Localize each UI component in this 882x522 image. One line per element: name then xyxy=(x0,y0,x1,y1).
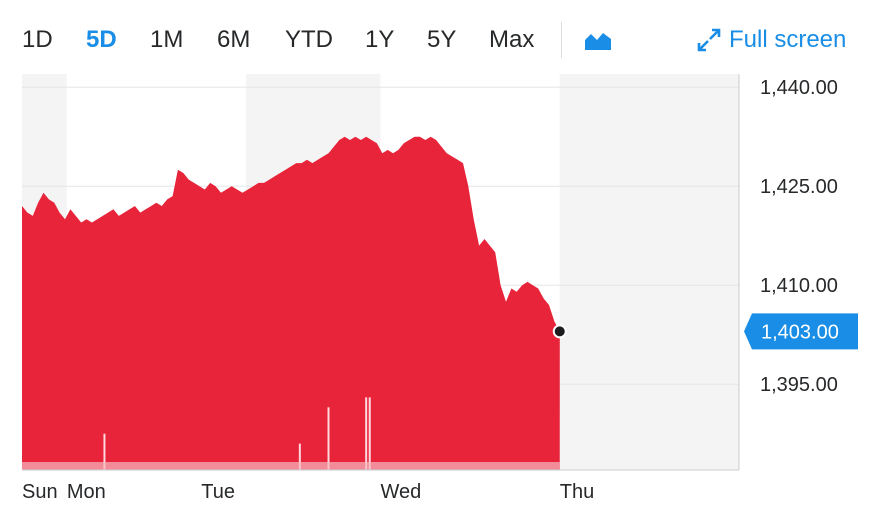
current-price-marker: 1,403.00 xyxy=(552,313,858,350)
mountain-chart-icon xyxy=(585,33,611,50)
x-tick-label-tue: Tue xyxy=(201,481,235,503)
shaded-band-2 xyxy=(559,74,739,470)
y-tick-label-1: 1,425.00 xyxy=(760,176,838,198)
range-max-button[interactable]: Max xyxy=(489,24,534,56)
volume-baseline xyxy=(22,462,560,470)
current-price-label: 1,403.00 xyxy=(761,321,839,343)
x-tick-label-wed: Wed xyxy=(381,481,422,503)
current-price-dot xyxy=(552,324,567,339)
x-axis: Sun Mon Tue Wed Thu xyxy=(22,481,594,503)
fullscreen-label: Full screen xyxy=(729,26,847,53)
x-tick-label-thu: Thu xyxy=(560,481,594,503)
price-area-path xyxy=(22,136,560,470)
range-1d-button[interactable]: 1D xyxy=(22,24,53,56)
price-area xyxy=(22,136,560,470)
x-tick-label-sun: Sun xyxy=(22,481,58,503)
range-5d-button[interactable]: 5D xyxy=(86,24,117,56)
current-price-badge xyxy=(744,313,858,350)
range-1m-button[interactable]: 1M xyxy=(150,24,183,56)
range-6m-button[interactable]: 6M xyxy=(217,24,250,56)
range-1y-button[interactable]: 1Y xyxy=(365,24,394,56)
range-ytd-button[interactable]: YTD xyxy=(285,24,333,56)
plot-frame xyxy=(22,74,740,471)
x-tick-label-mon: Mon xyxy=(67,481,106,503)
volume-spikes xyxy=(22,397,560,470)
y-tick-label-3: 1,395.00 xyxy=(760,374,838,396)
range-selector-bar: 1D 5D 1M 6M YTD 1Y 5Y Max Full screen xyxy=(0,18,882,62)
y-tick-label-2: 1,410.00 xyxy=(760,275,838,297)
toolbar-divider xyxy=(561,22,562,58)
y-tick-label-0: 1,440.00 xyxy=(760,77,838,99)
range-5y-button[interactable]: 5Y xyxy=(427,24,456,56)
expand-arrows-icon xyxy=(697,28,721,52)
chart-type-button[interactable] xyxy=(583,30,613,52)
fullscreen-button[interactable]: Full screen xyxy=(695,24,846,56)
y-axis: 1,440.00 1,425.00 1,410.00 1,395.00 xyxy=(760,77,838,396)
